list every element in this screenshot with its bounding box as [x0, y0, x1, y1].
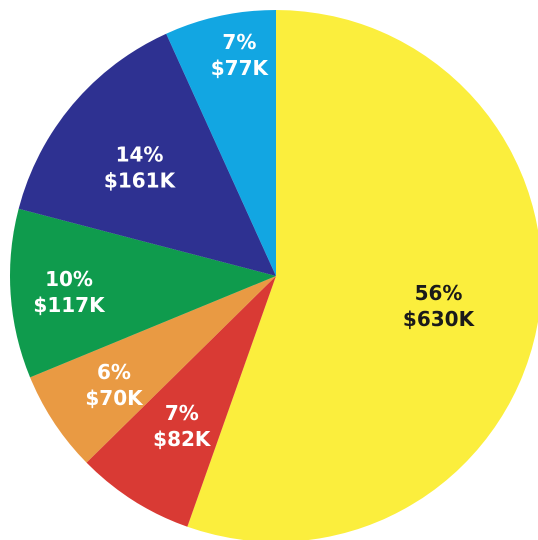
slice-label-2: 6% $70K — [85, 360, 144, 410]
pie-slice-5 — [166, 10, 276, 276]
slice-percent-label: 10% — [45, 267, 93, 291]
pie-slice-4 — [18, 33, 276, 276]
slice-value-label: $117K — [33, 293, 106, 317]
slice-percent-label: 7% — [222, 30, 256, 54]
slice-label-1: 7% $82K — [153, 401, 212, 451]
slice-value-label: $77K — [211, 56, 270, 80]
slice-label-5: 7% $77K — [211, 30, 270, 80]
pie-slice-0 — [187, 10, 538, 540]
slice-label-4: 14% $161K — [104, 143, 177, 193]
slice-value-label: $630K — [403, 307, 476, 331]
slice-value-label: $70K — [85, 386, 144, 410]
slice-percent-label: 14% — [116, 143, 164, 167]
slice-percent-label: 6% — [97, 360, 131, 384]
slice-percent-label: 56% — [415, 281, 463, 305]
pie-slices — [9, 10, 538, 540]
slice-label-0: 56% $630K — [403, 281, 476, 331]
slice-value-label: $82K — [153, 427, 212, 451]
pie-slice-1 — [86, 276, 277, 527]
pie-slice-3 — [9, 208, 277, 378]
slice-label-3: 10% $117K — [33, 267, 106, 317]
pie-slice-2 — [30, 276, 276, 463]
slice-value-label: $161K — [104, 169, 177, 193]
slice-percent-label: 7% — [165, 401, 199, 425]
